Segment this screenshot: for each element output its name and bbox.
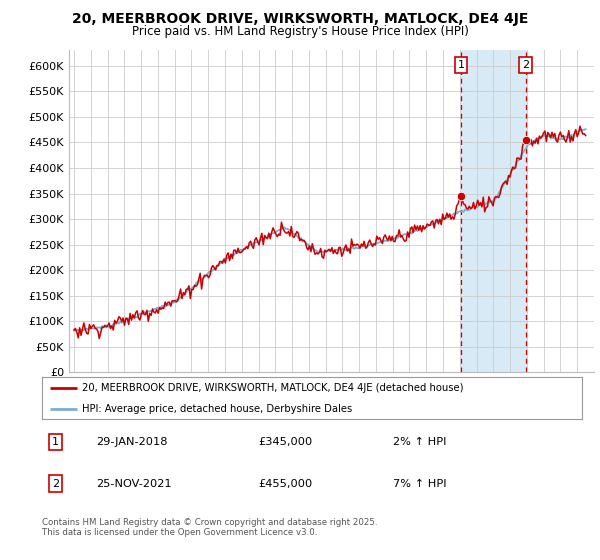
- Text: 1: 1: [52, 437, 59, 447]
- Text: £345,000: £345,000: [258, 437, 312, 447]
- Text: HPI: Average price, detached house, Derbyshire Dales: HPI: Average price, detached house, Derb…: [83, 404, 353, 414]
- Text: Contains HM Land Registry data © Crown copyright and database right 2025.
This d: Contains HM Land Registry data © Crown c…: [42, 518, 377, 538]
- Text: 2: 2: [52, 479, 59, 488]
- Text: 25-NOV-2021: 25-NOV-2021: [96, 479, 172, 488]
- Text: 20, MEERBROOK DRIVE, WIRKSWORTH, MATLOCK, DE4 4JE (detached house): 20, MEERBROOK DRIVE, WIRKSWORTH, MATLOCK…: [83, 383, 464, 393]
- Text: 20, MEERBROOK DRIVE, WIRKSWORTH, MATLOCK, DE4 4JE: 20, MEERBROOK DRIVE, WIRKSWORTH, MATLOCK…: [72, 12, 528, 26]
- Text: £455,000: £455,000: [258, 479, 312, 488]
- Text: Price paid vs. HM Land Registry's House Price Index (HPI): Price paid vs. HM Land Registry's House …: [131, 25, 469, 38]
- Text: 7% ↑ HPI: 7% ↑ HPI: [393, 479, 446, 488]
- Text: 2: 2: [522, 60, 529, 70]
- Text: 1: 1: [458, 60, 464, 70]
- Bar: [461, 50, 526, 372]
- Text: 2% ↑ HPI: 2% ↑ HPI: [393, 437, 446, 447]
- Text: 29-JAN-2018: 29-JAN-2018: [96, 437, 167, 447]
